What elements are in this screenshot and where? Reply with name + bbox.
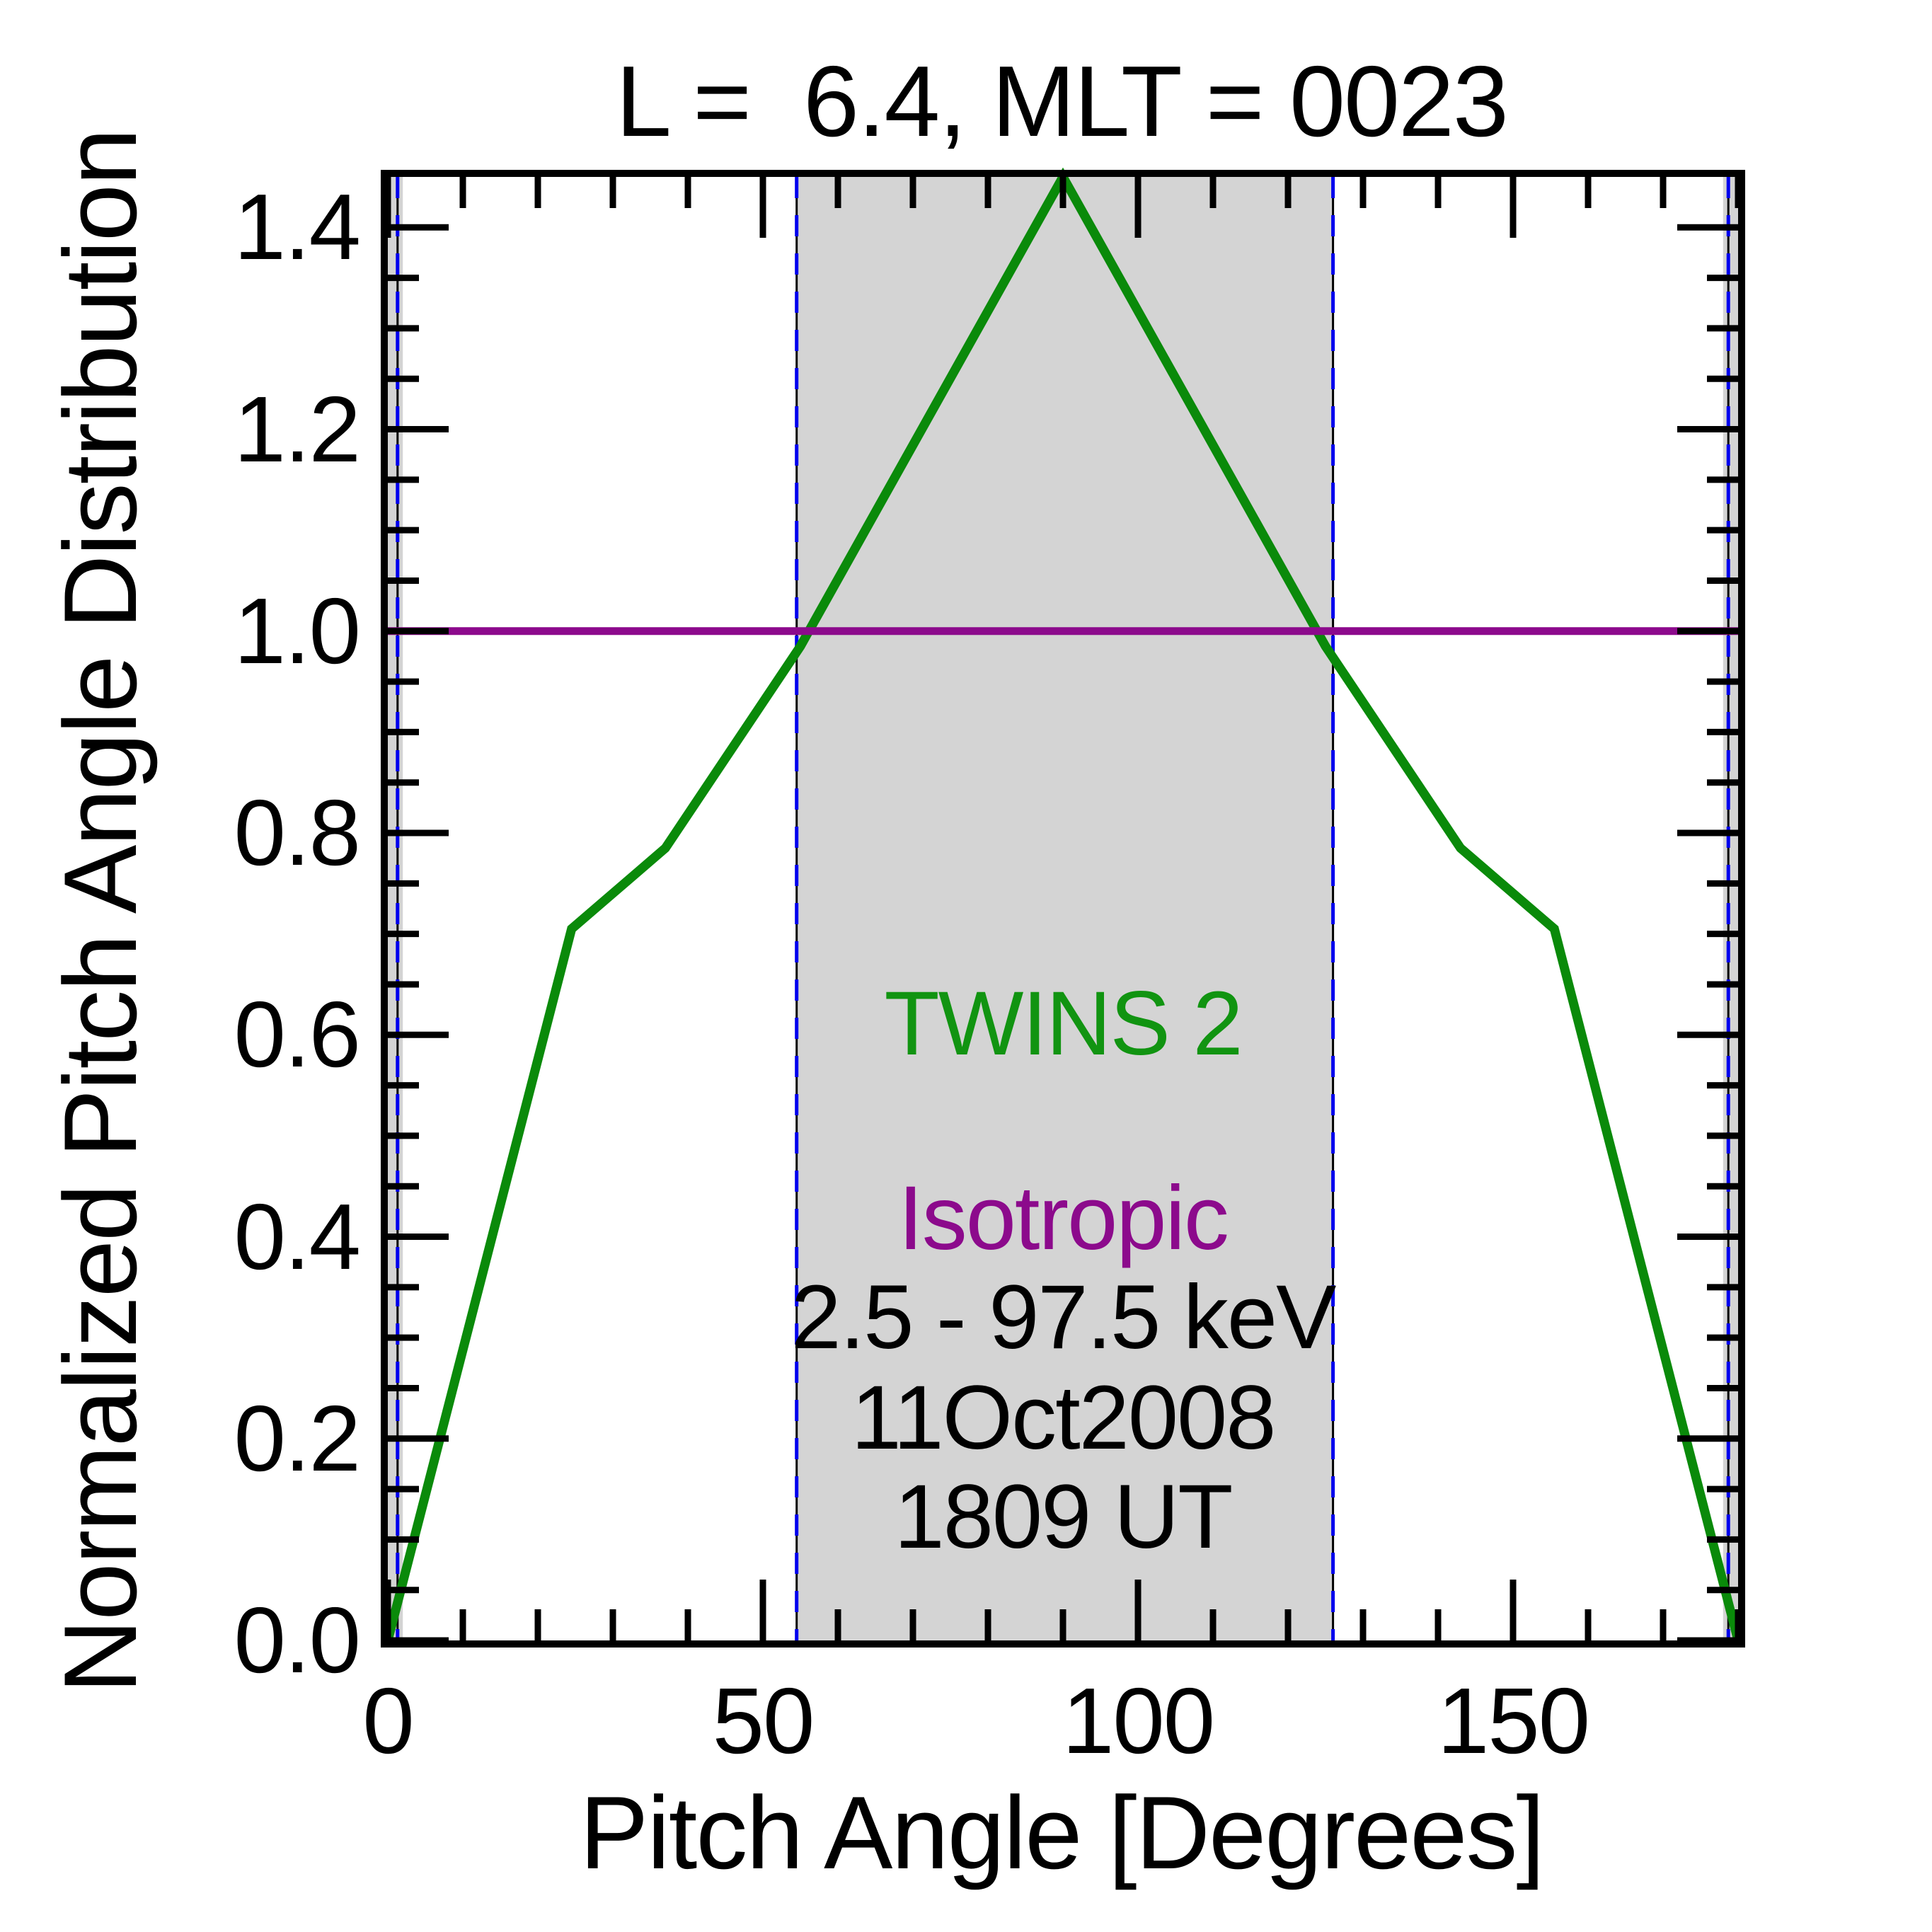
annotation-2-5-97-5-kev: 2.5 - 97.5 keV	[790, 1267, 1337, 1368]
shaded-band	[1723, 177, 1738, 1640]
y-tick-label: 0.2	[234, 1386, 362, 1490]
y-tick-label: 1.2	[234, 376, 362, 481]
y-tick-label: 1.4	[234, 175, 362, 280]
axes-frame	[381, 170, 1745, 1648]
annotation-isotropic: Isotropic	[898, 1168, 1229, 1269]
y-tick-label: 0.0	[234, 1588, 362, 1692]
shaded-band	[388, 177, 403, 1640]
y-tick-label: 0.8	[234, 781, 362, 885]
x-tick-label: 100	[1062, 1669, 1215, 1773]
chart-title: L = 6.4, MLT = 0023	[616, 45, 1509, 158]
x-tick-label: 0	[362, 1669, 414, 1773]
annotation-1809-ut: 1809 UT	[894, 1466, 1234, 1568]
x-tick-label: 150	[1437, 1669, 1590, 1773]
y-tick-label: 0.6	[234, 982, 362, 1087]
x-tick-label: 50	[712, 1669, 815, 1773]
y-tick-label: 1.0	[234, 578, 362, 683]
y-tick-label: 0.4	[234, 1184, 362, 1289]
annotation-11oct2008: 11Oct2008	[851, 1367, 1277, 1468]
shaded-band	[796, 177, 1333, 1640]
x-axis-title: Pitch Angle [Degrees]	[579, 1775, 1545, 1890]
annotation-twins-2: TWINS 2	[884, 973, 1243, 1074]
